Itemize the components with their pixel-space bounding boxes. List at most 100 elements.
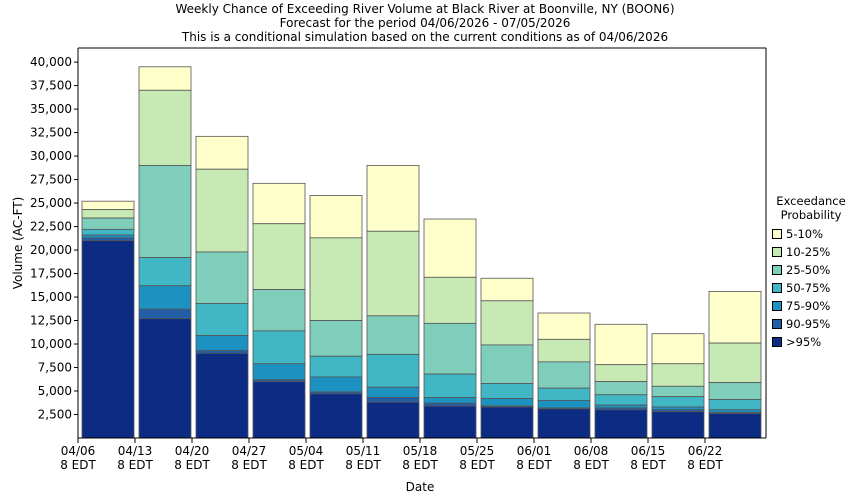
bar-segment-04-27-gt95pct bbox=[252, 381, 306, 439]
bar-segment-04-06-5-10pct bbox=[81, 200, 135, 211]
bar-segment-04-13-gt95pct bbox=[138, 318, 192, 439]
chart-title-line-1: Weekly Chance of Exceeding River Volume … bbox=[175, 2, 675, 16]
x-tick-label-date: 05/25 bbox=[460, 444, 495, 458]
legend-swatch bbox=[772, 283, 782, 293]
x-tick-label-time: 8 EDT bbox=[288, 458, 324, 472]
y-tick-label: 35,000 bbox=[30, 102, 72, 116]
bar-segment-05-11-gt95pct bbox=[366, 401, 420, 439]
x-tick-label-date: 04/06 bbox=[61, 444, 96, 458]
bar-segment-04-13-50-75pct bbox=[138, 257, 192, 287]
legend-label: >95% bbox=[786, 335, 822, 349]
bar-segment-05-11-25-50pct bbox=[366, 315, 420, 355]
legend-label: 10-25% bbox=[786, 245, 831, 259]
chart-title-line-2: Forecast for the period 04/06/2026 - 07/… bbox=[279, 16, 571, 30]
legend-swatch bbox=[772, 301, 782, 311]
bar-segment-04-13-10-25pct bbox=[138, 89, 192, 166]
bar-segment-05-18-25-50pct bbox=[423, 322, 477, 375]
y-tick-label: 22,500 bbox=[30, 220, 72, 234]
legend-item: 50-75% bbox=[772, 279, 850, 297]
bar-segment-05-18-90-95pct bbox=[423, 402, 477, 407]
y-tick-label: 25,000 bbox=[30, 196, 72, 210]
legend-swatch bbox=[772, 229, 782, 239]
y-tick-label: 5,000 bbox=[38, 384, 72, 398]
x-tick-label-date: 06/22 bbox=[688, 444, 723, 458]
bar-segment-05-11-5-10pct bbox=[366, 165, 420, 232]
bar-segment-04-27-50-75pct bbox=[252, 330, 306, 365]
bar-segment-04-20-25-50pct bbox=[195, 251, 249, 305]
legend-item: 25-50% bbox=[772, 261, 850, 279]
y-tick-label: 32,500 bbox=[30, 126, 72, 140]
legend: Exceedance Probability 5-10% 10-25% 25-50%… bbox=[772, 194, 850, 351]
bar-segment-06-22-25-50pct bbox=[708, 382, 762, 400]
bar-segment-04-06-25-50pct bbox=[81, 217, 135, 230]
bar-segment-05-18-75-90pct bbox=[423, 397, 477, 404]
bar-segment-06-01-5-10pct bbox=[537, 312, 591, 340]
bar-segment-04-13-90-95pct bbox=[138, 308, 192, 320]
legend-item: 10-25% bbox=[772, 243, 850, 261]
bar-segment-04-13-5-10pct bbox=[138, 66, 192, 91]
x-tick-label-time: 8 EDT bbox=[630, 458, 666, 472]
bar-segment-05-25-gt95pct bbox=[480, 406, 534, 439]
x-tick-label-date: 06/08 bbox=[574, 444, 609, 458]
x-tick-label-time: 8 EDT bbox=[687, 458, 723, 472]
x-axis-title: Date bbox=[406, 480, 435, 494]
x-tick-label-time: 8 EDT bbox=[231, 458, 267, 472]
y-tick-label: 30,000 bbox=[30, 149, 72, 163]
bar-segment-05-11-90-95pct bbox=[366, 397, 420, 403]
bar-segment-05-04-50-75pct bbox=[309, 355, 363, 378]
bar-segment-06-01-50-75pct bbox=[537, 387, 591, 401]
bar-segment-05-25-10-25pct bbox=[480, 300, 534, 346]
y-tick-label: 2,500 bbox=[38, 408, 72, 422]
bar-segment-05-25-75-90pct bbox=[480, 398, 534, 407]
legend-item: 5-10% bbox=[772, 225, 850, 243]
bar-segment-06-15-25-50pct bbox=[651, 385, 705, 398]
bar-segment-05-18-10-25pct bbox=[423, 276, 477, 324]
legend-label: 5-10% bbox=[786, 227, 824, 241]
y-axis-title: Volume (AC-FT) bbox=[11, 197, 25, 290]
legend-item: 90-95% bbox=[772, 315, 850, 333]
x-tick-label-time: 8 EDT bbox=[117, 458, 153, 472]
legend-swatch bbox=[772, 265, 782, 275]
y-tick-label: 27,500 bbox=[30, 173, 72, 187]
x-tick-label-date: 05/18 bbox=[403, 444, 438, 458]
bar-segment-06-01-gt95pct bbox=[537, 408, 591, 439]
bar-segment-04-13-25-50pct bbox=[138, 165, 192, 258]
bar-segment-05-11-50-75pct bbox=[366, 353, 420, 388]
bar-segment-04-27-25-50pct bbox=[252, 289, 306, 332]
bar-segment-06-15-50-75pct bbox=[651, 396, 705, 408]
x-tick-label-time: 8 EDT bbox=[459, 458, 495, 472]
x-tick-label-time: 8 EDT bbox=[174, 458, 210, 472]
bar-segment-06-22-5-10pct bbox=[708, 290, 762, 344]
bar-segment-05-11-10-25pct bbox=[366, 230, 420, 317]
bar-segment-05-18-5-10pct bbox=[423, 218, 477, 278]
bar-segment-04-27-10-25pct bbox=[252, 223, 306, 290]
bar-segment-04-06-90-95pct bbox=[81, 237, 135, 242]
bar-segment-05-04-5-10pct bbox=[309, 195, 363, 239]
bar-segment-06-22-gt95pct bbox=[708, 413, 762, 439]
bar-segment-06-15-10-25pct bbox=[651, 363, 705, 387]
bar-segment-05-11-75-90pct bbox=[366, 386, 420, 398]
legend-label: 75-90% bbox=[786, 299, 831, 313]
bar-segment-06-08-75-90pct bbox=[594, 404, 648, 409]
bar-segment-04-20-10-25pct bbox=[195, 168, 249, 253]
legend-item: 75-90% bbox=[772, 297, 850, 315]
y-tick-label: 7,500 bbox=[38, 361, 72, 375]
legend-label: 25-50% bbox=[786, 263, 831, 277]
bar-segment-06-15-75-90pct bbox=[651, 406, 705, 411]
bar-segment-06-15-gt95pct bbox=[651, 411, 705, 439]
legend-swatch bbox=[772, 337, 782, 347]
bar-segment-06-22-10-25pct bbox=[708, 342, 762, 383]
bar-segment-04-06-50-75pct bbox=[81, 228, 135, 236]
legend-item: >95% bbox=[772, 333, 850, 351]
x-tick-label-time: 8 EDT bbox=[573, 458, 609, 472]
bar-segment-06-08-gt95pct bbox=[594, 409, 648, 439]
legend-label: 50-75% bbox=[786, 281, 831, 295]
bar-segment-06-08-10-25pct bbox=[594, 364, 648, 383]
plot-area bbox=[78, 48, 766, 438]
x-tick-label-date: 04/27 bbox=[232, 444, 267, 458]
x-tick-label-date: 06/15 bbox=[631, 444, 666, 458]
bar-segment-06-01-10-25pct bbox=[537, 338, 591, 363]
bar-segment-06-22-75-90pct bbox=[708, 409, 762, 414]
bar-segment-04-06-75-90pct bbox=[81, 234, 135, 239]
